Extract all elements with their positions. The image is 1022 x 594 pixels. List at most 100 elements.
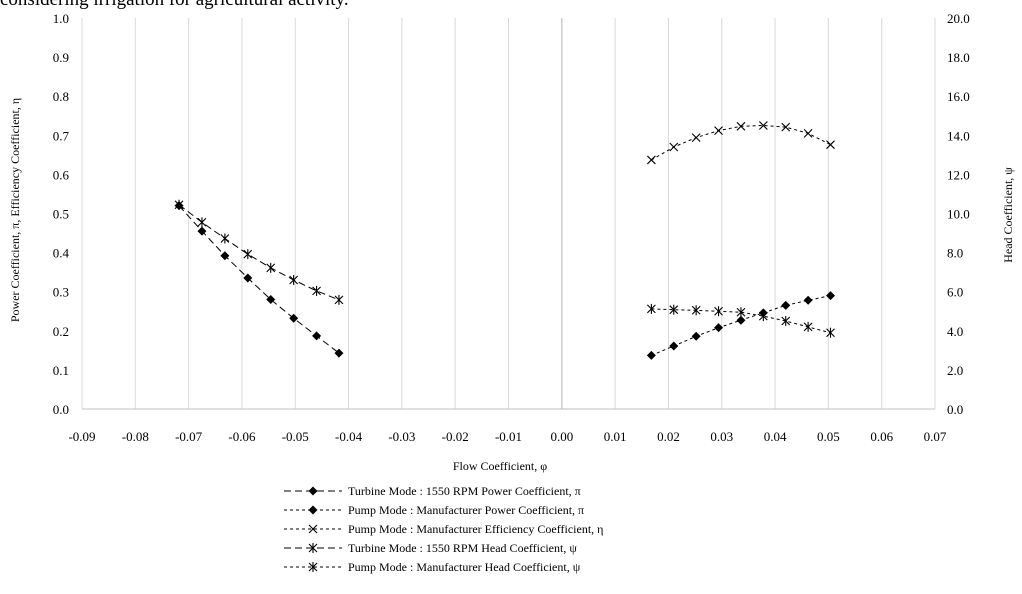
data-point [803,321,813,332]
x-tick-label: -0.08 [122,429,149,444]
data-point [266,295,276,305]
x-tick-label: -0.07 [175,429,203,444]
data-point [646,350,656,360]
x-tick-label: -0.01 [495,429,522,444]
legend-label: Turbine Mode : 1550 RPM Head Coefficient… [348,541,577,555]
legend: Turbine Mode : 1550 RPM Power Coefficien… [284,484,603,574]
x-tick-labels: -0.09 -0.08 -0.07 -0.06 -0.05 -0.04 -0.03 -0.02… [68,429,946,444]
x-axis-title: Flow Coefficient, φ [453,459,547,473]
data-point [758,121,768,130]
x-tick-label: 0.02 [657,429,680,444]
data-point [243,273,253,283]
legend-item: Turbine Mode : 1550 RPM Power Coefficien… [284,484,581,498]
y-right-tick-label: 18.0 [947,50,970,65]
y-right-tick-label: 4.0 [947,324,963,339]
data-point [243,249,253,260]
x-tick-label: -0.03 [388,429,415,444]
data-point [691,331,701,341]
series-5 [646,303,835,338]
y-left-tick-label: 0.6 [53,167,70,182]
series-line [651,295,831,356]
data-point [691,133,701,143]
legend-label: Pump Mode : Manufacturer Efficiency Coef… [348,522,603,536]
data-point [646,303,656,314]
data-point [289,313,299,323]
y-left-tick-label: 0.7 [53,128,70,143]
legend-item: Turbine Mode : 1550 RPM Head Coefficient… [284,541,577,555]
legend-marker [308,562,318,572]
y-right-axis-title: Head Coefficient, ψ [1001,167,1015,263]
x-tick-label: 0.00 [550,429,573,444]
data-point [289,274,299,285]
data-point [781,300,791,310]
x-tick-label: -0.06 [228,429,256,444]
data-point [714,126,723,135]
series-line [178,205,340,354]
y-left-tick-label: 0.2 [53,324,69,339]
legend-label: Pump Mode : Manufacturer Head Coefficien… [348,560,581,574]
data-point [334,348,344,358]
data-point [758,311,768,322]
data-point [646,155,656,165]
vertical-gridlines [81,18,936,409]
legend-label: Pump Mode : Manufacturer Power Coefficie… [348,503,584,517]
data-point [803,295,813,305]
x-tick-label: 0.07 [924,429,947,444]
x-tick-label: -0.05 [282,429,309,444]
data-point [669,341,679,351]
x-tick-label: 0.04 [764,429,787,444]
y-right-tick-label: 8.0 [947,246,963,261]
series-3 [646,121,835,165]
data-point [736,315,746,325]
caption-fragment: considering irrigation for agricultural … [0,0,349,11]
y-right-tick-label: 16.0 [947,89,970,104]
y-left-tick-label: 0.8 [53,89,69,104]
data-point [220,233,230,244]
x-tick-label: -0.02 [442,429,469,444]
legend-item: Pump Mode : Manufacturer Head Coefficien… [284,560,581,574]
x-tick-label: 0.01 [604,429,627,444]
data-point [669,142,679,152]
data-point [736,307,746,318]
axes [82,18,935,410]
y-right-tick-label: 6.0 [947,285,963,300]
data-point [312,331,322,341]
y-right-tick-label: 20.0 [947,11,970,26]
y-right-tick-labels: 0.0 2.0 4.0 6.0 8.0 10.0 12.0 14.0 16.0 18.0 20.0 [947,11,970,417]
y-left-tick-label: 0.3 [53,285,69,300]
data-point [826,140,835,150]
data-point [803,128,813,138]
data-point [826,327,835,338]
legend-marker [308,486,318,496]
legend-marker [308,543,318,553]
y-left-tick-labels: 0.0 0.1 0.2 0.3 0.4 0.5 0.6 0.7 0.8 0.9 1.0 [53,11,70,417]
y-left-axis-title: Power Coefficient, π, Efficiency Coeffic… [8,98,22,322]
x-tick-label: -0.09 [68,429,95,444]
data-point [736,121,746,131]
y-right-tick-label: 2.0 [947,363,963,378]
y-left-tick-label: 0.9 [53,50,69,65]
series-line [178,204,340,301]
series-2 [646,291,836,360]
data-point [174,199,184,210]
data-point [714,323,724,333]
series-4 [174,199,344,305]
data-point [669,304,679,315]
data-point [197,226,207,236]
y-left-tick-label: 0.0 [53,402,69,417]
data-point [197,217,207,228]
y-left-tick-label: 0.5 [53,207,69,222]
data-point [781,122,791,132]
y-left-tick-label: 0.1 [53,363,69,378]
data-point [312,285,321,296]
y-left-tick-label: 0.4 [53,246,70,261]
x-tick-label: 0.06 [870,429,893,444]
x-tick-label: 0.03 [710,429,733,444]
legend-item: Pump Mode : Manufacturer Power Coefficie… [284,503,584,517]
data-point [266,262,276,273]
data-point [334,294,344,305]
y-left-tick-label: 1.0 [53,11,69,26]
data-point [220,251,230,261]
y-right-tick-label: 12.0 [947,167,970,182]
